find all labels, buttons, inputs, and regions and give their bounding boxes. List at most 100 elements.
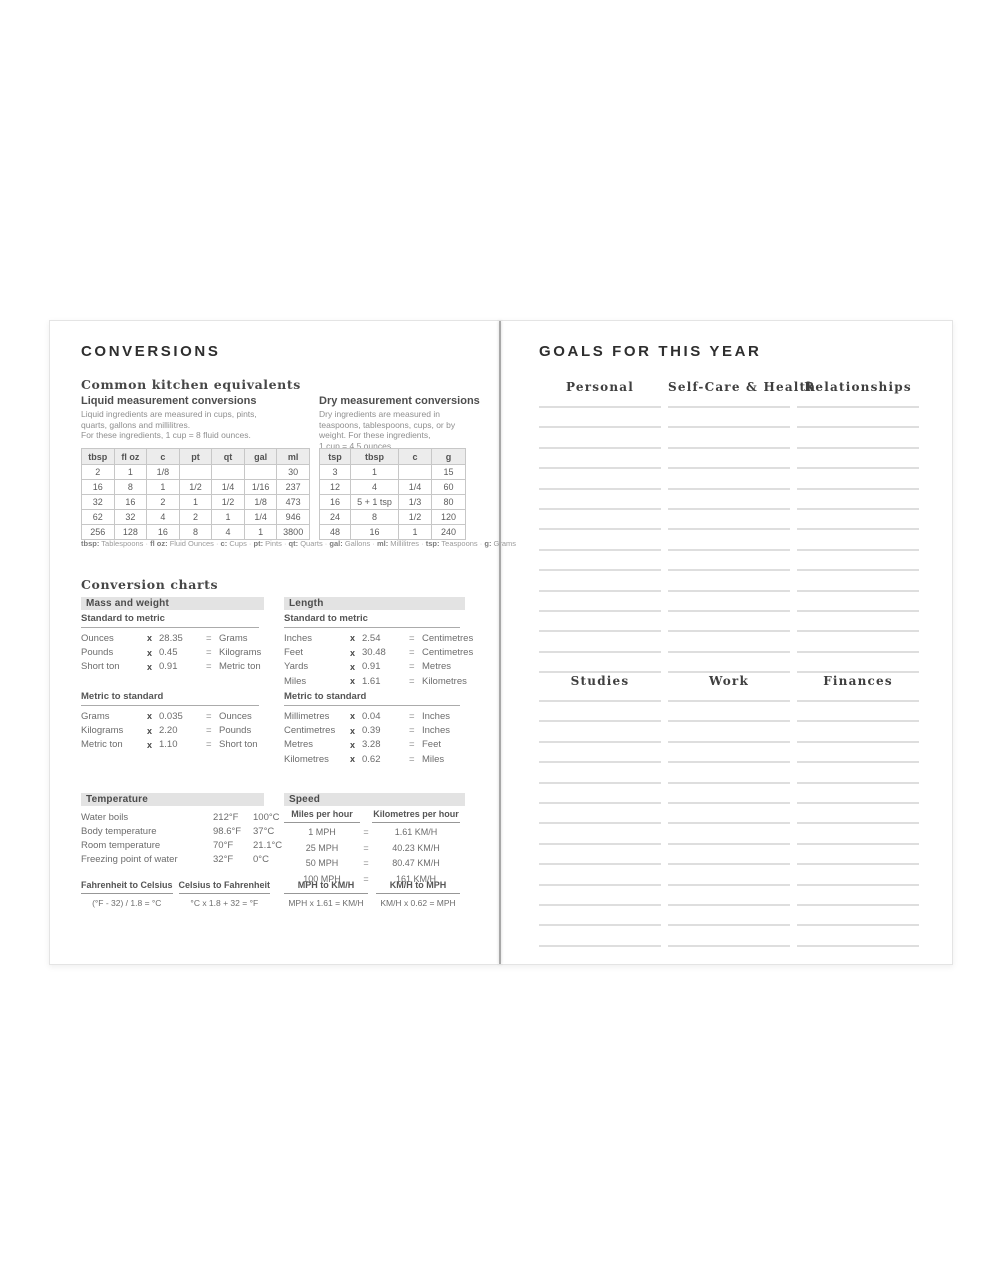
cell: 24 xyxy=(319,509,351,525)
result-unit: Kilometres xyxy=(422,675,467,687)
goal-column-heading: Studies xyxy=(570,674,630,688)
mass-standard-to-metric: Standard to metric Ounces x 28.35 = Gram… xyxy=(81,613,261,674)
unit-label: Millimetres xyxy=(284,710,330,722)
goal-columns: Personal Self-Care & Health Relationship… xyxy=(539,379,921,674)
cell: 8 xyxy=(113,479,148,495)
goal-line xyxy=(539,510,661,531)
goal-line xyxy=(539,428,661,449)
conversion-row: Pounds x 0.45 = Kilograms xyxy=(81,645,261,659)
unit-label: Short ton xyxy=(81,661,120,673)
cell: 32 xyxy=(81,494,115,510)
table-row: 24 8 1/2 120 xyxy=(319,509,466,525)
goal-line xyxy=(797,784,919,804)
abbreviation-full: Cups xyxy=(229,539,247,548)
description-line: weight. For these ingredients, xyxy=(319,430,431,441)
conversion-row: Inches x 2.54 = Centimetres xyxy=(284,631,473,645)
unit-label: Ounces xyxy=(81,632,114,644)
cell xyxy=(211,464,245,480)
temperature-label: Freezing point of water xyxy=(81,853,178,865)
fahrenheit-value: 70°F xyxy=(213,839,234,851)
goal-line xyxy=(797,926,919,947)
multiply-symbol: x xyxy=(147,711,153,722)
cell: 1/8 xyxy=(243,494,278,510)
factor-value: 0.62 xyxy=(362,753,381,765)
goal-line xyxy=(668,653,790,674)
result-unit: Inches xyxy=(422,710,450,722)
goal-line xyxy=(539,865,661,886)
abbreviation: pt: xyxy=(253,539,264,548)
unit-label: Centimetres xyxy=(284,725,336,737)
unit-label: Grams xyxy=(81,710,110,722)
column-header: gal xyxy=(243,448,278,465)
equals-symbol: = xyxy=(409,710,415,722)
column-header: c xyxy=(398,448,432,465)
goal-line xyxy=(539,469,661,490)
cell: 1/2 xyxy=(211,494,245,510)
goal-column-heading: Personal xyxy=(565,380,635,394)
abbreviation-full: Millilitres xyxy=(390,539,420,548)
goal-line xyxy=(539,804,661,825)
goal-line xyxy=(539,612,661,633)
goal-line xyxy=(668,612,790,633)
factor-value: 1.61 xyxy=(362,675,381,687)
goal-column-relationships: Relationships xyxy=(797,379,919,674)
goal-columns: Studies Work Finances xyxy=(539,673,921,947)
dry-conversions-heading: Dry measurement conversions xyxy=(319,395,480,407)
speed-column-headers: Miles per hour Kilometres per hour xyxy=(284,809,460,823)
goal-line xyxy=(539,592,661,612)
dry-conversions-description: Dry ingredients are measured in teaspoons… xyxy=(319,409,455,451)
cell: 1/2 xyxy=(398,509,432,525)
conversion-row: Metric ton x 1.10 = Short ton xyxy=(81,738,259,752)
cell: 946 xyxy=(276,509,310,525)
result-unit: Metres xyxy=(422,661,452,673)
multiply-symbol: x xyxy=(350,661,356,672)
goal-line xyxy=(797,693,919,702)
temperature-row: Water boils 212°F 100°C xyxy=(81,810,280,824)
factor-value: 0.04 xyxy=(362,710,381,722)
cell: 12 xyxy=(319,479,351,495)
description-line: Dry ingredients are measured in xyxy=(319,409,440,419)
kitchen-equivalents-heading: Common kitchen equivalents xyxy=(81,377,301,392)
abbreviation-item: gal: Gallons xyxy=(329,539,377,548)
table-row: 16 8 1 1/2 1/4 1/16 237 xyxy=(81,479,310,495)
formula-text: MPH x 1.61 = KM/H xyxy=(288,898,364,908)
equals-symbol: = xyxy=(206,661,212,673)
abbreviation-item: tbsp: Tablespoons xyxy=(81,539,150,548)
table-row: 12 4 1/4 60 xyxy=(319,479,466,495)
cell: 32 xyxy=(113,509,148,525)
cell: 8 xyxy=(178,524,213,540)
abbreviation: tsp: xyxy=(425,539,440,548)
goal-line xyxy=(539,763,661,784)
conversion-row: Metres x 3.28 = Feet xyxy=(284,738,460,752)
cell: 1/4 xyxy=(211,479,245,495)
temperature-row: Freezing point of water 32°F 0°C xyxy=(81,852,269,866)
goal-column-work: Work xyxy=(668,673,790,947)
goal-line xyxy=(668,428,790,449)
goal-line xyxy=(668,886,790,906)
result-unit: Inches xyxy=(422,725,450,737)
goal-line xyxy=(539,702,661,723)
goal-line xyxy=(797,906,919,927)
multiply-symbol: x xyxy=(350,725,356,736)
open-planner-spread: CONVERSIONS Common kitchen equivalents L… xyxy=(49,320,953,965)
temperature-label: Water boils xyxy=(81,811,129,823)
table-row: 16 5 + 1 tsp 1/3 80 xyxy=(319,494,466,510)
conversion-row: Grams x 0.035 = Ounces xyxy=(81,709,259,723)
spacer xyxy=(360,809,372,823)
cell: 80 xyxy=(431,494,466,510)
abbreviation: tbsp: xyxy=(81,539,100,548)
multiply-symbol: x xyxy=(147,739,153,750)
liquid-measurement-table: tbsp fl oz c pt qt gal ml 2 1 1/8 30 xyxy=(81,448,310,540)
length-metric-to-standard: Metric to standard Millimetres x 0.04 = … xyxy=(284,691,460,767)
celsius-value: 21.1°C xyxy=(253,839,283,851)
abbreviation-full: Tablespoons xyxy=(101,539,144,548)
result-unit: Pounds xyxy=(219,725,252,737)
liquid-conversions-description: Liquid ingredients are measured in cups,… xyxy=(81,409,257,441)
temperature-label: Room temperature xyxy=(81,839,161,851)
abbreviation: c: xyxy=(220,539,228,548)
mph-value: 100 MPH xyxy=(303,873,341,884)
goal-line xyxy=(668,408,790,429)
formula-text: KM/H x 0.62 = MPH xyxy=(380,898,456,908)
goal-line xyxy=(797,510,919,531)
goal-line xyxy=(539,784,661,804)
